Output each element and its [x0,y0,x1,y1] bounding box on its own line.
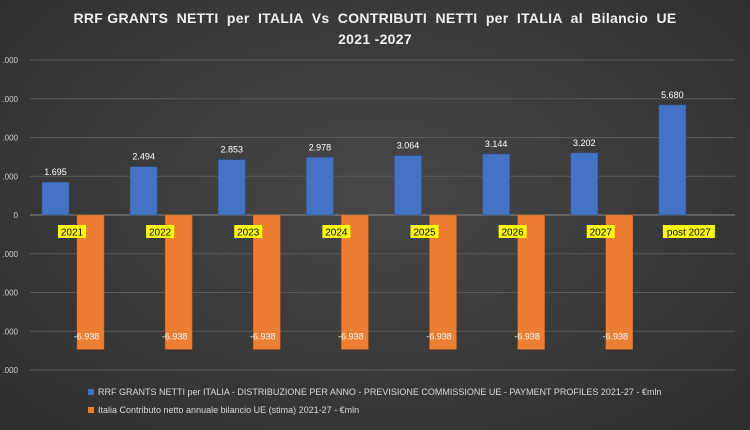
legend: RRF GRANTS NETTI per ITALIA - DISTRIBUZI… [88,383,738,419]
data-label-grants-2021: 1.695 [44,167,67,177]
data-label-contributo-2021: -6.938 [74,331,100,341]
data-label-contributo-2024: -6.938 [338,331,364,341]
legend-label-series-2: Italia Contributo netto annuale bilancio… [98,405,360,415]
category-label-2024: 2024 [325,228,348,239]
legend-swatch-orange [88,407,94,413]
data-label-grants-2022: 2.494 [132,152,155,162]
y-tick-label-0: .000 [2,56,18,65]
data-label-grants-2023: 2.853 [220,145,243,155]
category-label-bg-2027 [586,225,615,238]
bar-grants-2024 [306,157,334,216]
y-tick-label-2: .000 [2,134,18,143]
chart-title-line-2: 2021 -2027 [338,31,412,47]
category-label-bg-2024 [322,225,351,238]
category-label-2027: 2027 [590,228,613,239]
legend-swatch-blue [88,389,94,395]
bar-grants-2022 [129,166,158,216]
category-label-post-2027: post 2027 [667,228,711,239]
legend-item-series-2: Italia Contributo netto annuale bilancio… [88,401,738,419]
bar-grants-2025 [394,155,422,216]
bar-grants-2023 [218,159,246,216]
category-label-bg-2026 [498,225,527,238]
category-label-2025: 2025 [413,228,436,239]
data-label-grants-post-2027: 5.680 [661,90,684,100]
data-label-contributo-2022: -6.938 [162,331,188,341]
chart-title: RRF GRANTS NETTI per ITALIA Vs CONTRIBUT… [0,8,750,50]
data-label-grants-2024: 2.978 [309,142,332,152]
data-label-contributo-2027: -6.938 [602,331,628,341]
category-label-bg-2022 [146,225,175,238]
data-label-contributo-2025: -6.938 [426,331,452,341]
data-label-grants-2025: 3.064 [397,141,420,151]
bar-grants-post-2027 [658,104,687,216]
data-label-grants-2026: 3.144 [485,139,508,149]
y-tick-label-7: .000 [2,327,18,336]
chart-title-line-1: RRF GRANTS NETTI per ITALIA Vs CONTRIBUT… [73,10,677,26]
y-tick-label-4: 0 [14,211,19,220]
legend-label-series-1: RRF GRANTS NETTI per ITALIA - DISTRIBUZI… [98,387,662,397]
y-tick-label-8: .000 [2,366,18,375]
category-label-bg-2021 [58,225,86,238]
bar-grants-2027 [570,152,598,216]
category-label-2023: 2023 [237,228,260,239]
data-label-contributo-2023: -6.938 [250,331,276,341]
y-tick-label-1: .000 [2,95,18,104]
category-label-bg-2025 [410,225,439,238]
category-label-2026: 2026 [502,228,525,239]
category-label-bg-post-2027 [662,225,715,238]
category-label-bg-2023 [234,225,263,238]
y-tick-label-3: .000 [2,172,18,181]
bar-grants-2026 [482,153,510,216]
category-label-2021: 2021 [61,228,84,239]
bar-grants-2021 [41,181,70,216]
y-tick-label-6: .000 [2,289,18,298]
data-label-grants-2027: 3.202 [573,138,596,148]
data-label-contributo-2026: -6.938 [514,331,540,341]
category-label-2022: 2022 [149,228,172,239]
legend-item-series-1: RRF GRANTS NETTI per ITALIA - DISTRIBUZI… [88,383,738,401]
y-tick-label-5: .000 [2,250,18,259]
